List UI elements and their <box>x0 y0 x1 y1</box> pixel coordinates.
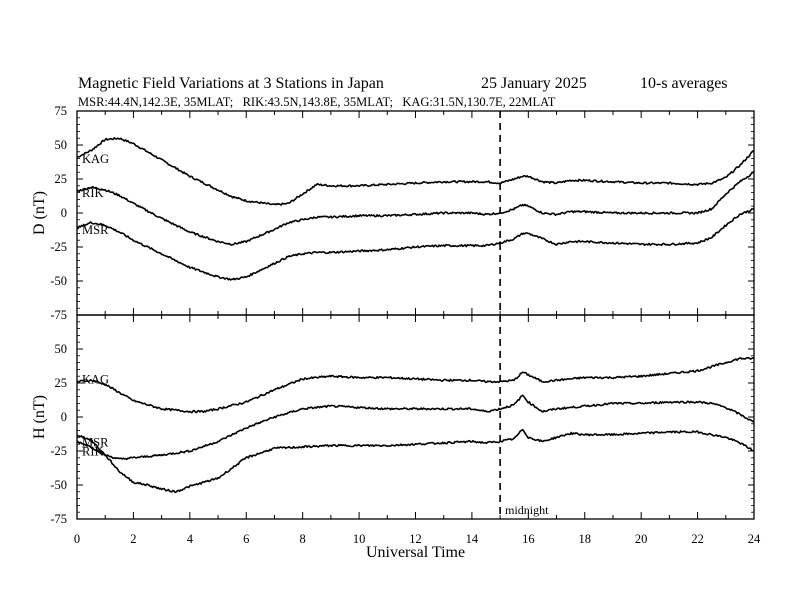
chart-averaging: 10-s averages <box>640 75 728 92</box>
y-tick-label: -75 <box>50 308 67 322</box>
y-tick-label: -25 <box>50 444 67 458</box>
series-line-rik <box>76 394 755 461</box>
d-component-panel: 75 50 25 0 -25 -50 -75 D (nT) KAG RIK MSR <box>31 104 755 322</box>
y-tick-label: -50 <box>50 274 67 288</box>
x-tick-label: 14 <box>466 532 479 546</box>
series-line-kag <box>76 137 755 206</box>
chart-title: Magnetic Field Variations at 3 Stations … <box>78 75 384 92</box>
series-label-msr: MSR <box>82 223 109 237</box>
y-tick-label: 25 <box>55 172 68 186</box>
x-tick-label: 10 <box>353 532 366 546</box>
series-label-kag: KAG <box>82 152 109 166</box>
series-line-kag <box>76 356 755 414</box>
series-line-msr <box>76 207 755 281</box>
y-tick-label: 0 <box>61 410 67 424</box>
series-label-kag: KAG <box>82 373 109 387</box>
chart-date: 25 January 2025 <box>481 75 587 92</box>
x-tick-label: 2 <box>130 532 136 546</box>
y-axis-label: H (nT) <box>31 395 48 439</box>
y-tick-label: -50 <box>50 478 67 492</box>
x-tick-label: 22 <box>691 532 704 546</box>
x-tick-label: 4 <box>187 532 194 546</box>
plot-frame <box>76 314 755 520</box>
x-tick-label: 0 <box>74 532 80 546</box>
x-tick-label: 24 <box>748 532 761 546</box>
y-tick-label: 75 <box>55 104 68 118</box>
x-tick-label: 6 <box>243 532 249 546</box>
x-axis-label: Universal Time <box>366 544 465 561</box>
y-tick-label: 25 <box>55 376 68 390</box>
series-label-msr: MSR <box>82 436 109 450</box>
series-line-msr <box>76 428 755 494</box>
x-tick-label: 12 <box>409 532 422 546</box>
y-tick-label: -25 <box>50 240 67 254</box>
y-tick-label: -75 <box>50 512 67 526</box>
y-tick-label: 50 <box>55 342 68 356</box>
series-label-rik: RIK <box>82 186 104 200</box>
y-tick-label: 0 <box>61 206 67 220</box>
x-tick-label: 20 <box>635 532 648 546</box>
x-tick-label: 16 <box>522 532 535 546</box>
y-tick-label: 50 <box>55 138 68 152</box>
x-tick-label: 8 <box>300 532 306 546</box>
midnight-annotation: midnight <box>505 503 549 517</box>
station-coordinates: MSR:44.4N,142.3E, 35MLAT; RIK:43.5N,143.… <box>78 95 556 109</box>
y-axis-label: D (nT) <box>31 191 48 235</box>
x-tick-label: 18 <box>579 532 592 546</box>
series-line-rik <box>76 170 755 246</box>
